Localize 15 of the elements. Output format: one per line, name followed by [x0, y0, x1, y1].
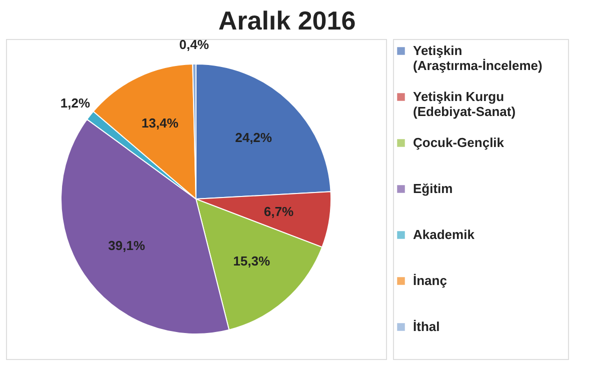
legend-label: Akademik: [413, 227, 476, 242]
data-label: 24,2%: [235, 130, 272, 146]
data-label: 0,4%: [179, 37, 210, 52]
data-label: 6,7%: [264, 204, 294, 219]
legend-label: Çocuk-Gençlik: [413, 135, 505, 150]
data-label: 13,4%: [142, 115, 179, 130]
data-label: 39,1%: [108, 238, 146, 253]
legend-label: Yetişkin Kurgu (Edebiyat-Sanat): [413, 89, 516, 119]
legend-label: İnanç: [413, 273, 447, 288]
chart-title: Aralık 2016: [218, 6, 356, 36]
legend-label: İthal: [413, 319, 440, 334]
data-label: 1,2%: [60, 96, 90, 111]
data-label: 15,3%: [233, 254, 270, 269]
legend-label: Eğitim: [413, 181, 453, 196]
legend-label: Yetişkin (Araştırma-İnceleme): [413, 43, 542, 73]
